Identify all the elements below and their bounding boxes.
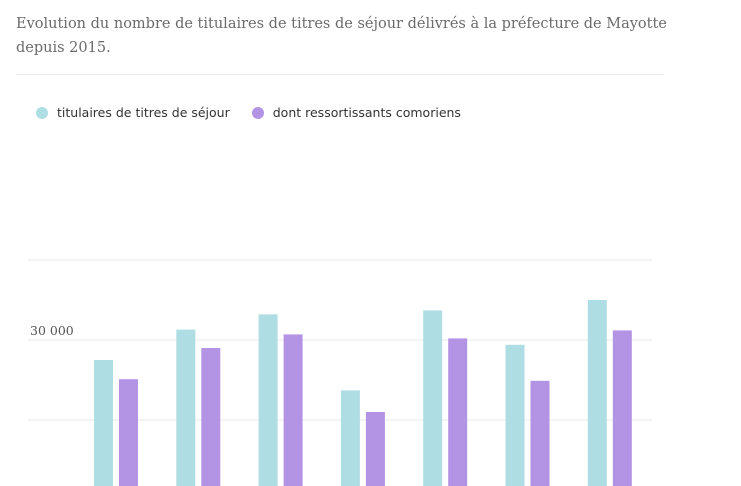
bars xyxy=(94,300,632,486)
bar-titulaires xyxy=(176,329,196,486)
bar-titulaires xyxy=(340,390,360,486)
bar-comoriens xyxy=(448,338,468,486)
bar-titulaires xyxy=(258,314,278,486)
legend-swatch-comoriens xyxy=(251,106,264,119)
legend-swatch-titulaires xyxy=(36,106,48,119)
bar-titulaires xyxy=(505,344,525,486)
bar-comoriens xyxy=(119,379,138,486)
y-axis-ticks: 10 000 30 000 xyxy=(30,323,74,486)
legend-item-titulaires: titulaires de titres de séjour xyxy=(36,105,230,120)
bar-comoriens xyxy=(201,348,221,486)
title-separator xyxy=(16,74,664,75)
chart-title: Evolution du nombre de titulaires de tit… xyxy=(16,16,667,56)
bar-comoriens xyxy=(612,330,632,486)
bar-titulaires xyxy=(423,310,443,486)
legend-item-comoriens: dont ressortissants comoriens xyxy=(251,105,461,120)
y-tick-label: 10 000 xyxy=(30,483,74,486)
bar-titulaires xyxy=(587,300,607,486)
legend-label-comoriens: dont ressortissants comoriens xyxy=(272,105,461,120)
bar-comoriens xyxy=(530,380,550,486)
bar-comoriens xyxy=(365,412,385,486)
bar-titulaires xyxy=(94,360,113,486)
y-tick-label: 30 000 xyxy=(30,323,74,338)
legend: titulaires de titres de séjour dont ress… xyxy=(36,105,483,120)
bar-comoriens xyxy=(283,334,303,486)
legend-label-titulaires: titulaires de titres de séjour xyxy=(57,105,230,120)
